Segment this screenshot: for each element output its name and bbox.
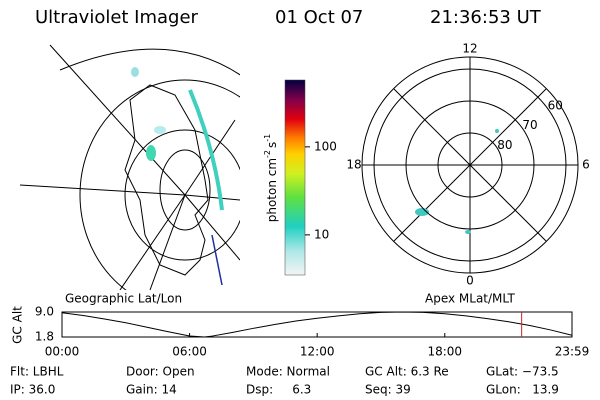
colorbar-ticks: 10 100 bbox=[305, 139, 337, 241]
lat-label: 80 bbox=[497, 138, 512, 152]
colorbar-label: photon cm-2s-1 bbox=[263, 134, 279, 223]
y-axis-label: GC Alt bbox=[11, 306, 25, 344]
x-tick-label: 23:59 bbox=[555, 345, 590, 359]
lat-circle bbox=[405, 100, 535, 230]
info-field: Gain: 14 bbox=[126, 383, 177, 397]
y-tick-label: 1.8 bbox=[35, 330, 54, 344]
mlt-label: 0 bbox=[466, 274, 474, 288]
info-field: IP: 36.0 bbox=[10, 383, 55, 397]
map bbox=[20, 44, 240, 290]
info-field: GLat: −73.5 bbox=[486, 365, 559, 379]
x-tick-label: 18:00 bbox=[427, 345, 462, 359]
x-tick-label: 00:00 bbox=[45, 345, 80, 359]
mlt-label: 6 bbox=[582, 158, 590, 172]
lat-circle bbox=[437, 132, 503, 198]
mlt-label: 18 bbox=[346, 158, 361, 172]
x-tick-label: 12:00 bbox=[300, 345, 335, 359]
lat-circle bbox=[373, 68, 567, 262]
title: Ultraviolet Imager bbox=[35, 7, 199, 28]
colorbar-tick-label: 100 bbox=[314, 139, 337, 153]
date: 01 Oct 07 bbox=[275, 7, 363, 28]
polar-grid: 80 70 60 0 6 12 18 bbox=[346, 42, 589, 288]
info-field: Dsp: 6.3 bbox=[246, 383, 311, 397]
y-tick-label: 9.0 bbox=[35, 305, 54, 319]
info-field: Door: Open bbox=[126, 365, 195, 379]
info-field: GC Alt: 6.3 Re bbox=[365, 365, 449, 379]
time: 21:36:53 UT bbox=[430, 7, 542, 28]
lat-label: 70 bbox=[522, 118, 537, 132]
info-field: Mode: Normal bbox=[246, 365, 330, 379]
info-field: Seq: 39 bbox=[365, 383, 411, 397]
colorbar-tick-label: 10 bbox=[314, 227, 329, 241]
colorbar bbox=[284, 79, 306, 276]
info-field: Flt: LBHL bbox=[10, 365, 64, 379]
mlt-label: 12 bbox=[462, 42, 477, 56]
left-label: Geographic Lat/Lon bbox=[65, 292, 182, 306]
info-field: GLon: 13.9 bbox=[486, 383, 559, 397]
lat-label: 60 bbox=[548, 98, 563, 112]
right-label: Apex MLat/MLT bbox=[425, 292, 515, 306]
x-tick-label: 06:00 bbox=[172, 345, 207, 359]
polar-plot bbox=[361, 56, 579, 274]
altitude-line bbox=[61, 311, 573, 338]
